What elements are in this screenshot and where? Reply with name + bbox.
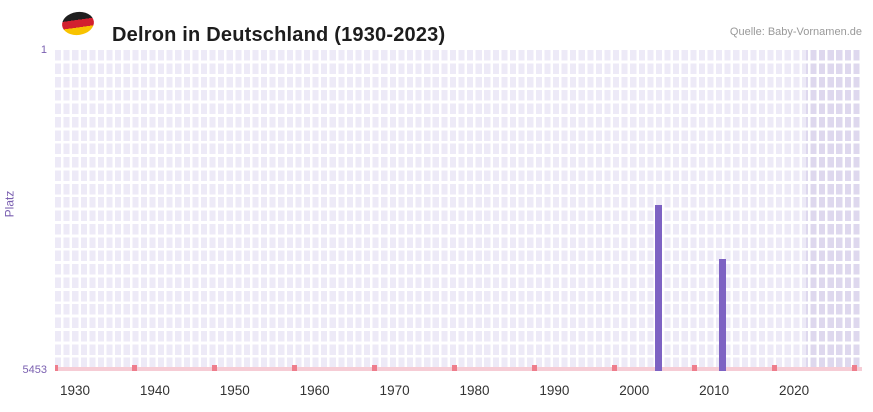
axis-decade-mark <box>691 365 697 371</box>
axis-decade-mark <box>611 365 617 371</box>
plot-area <box>55 50 862 371</box>
x-tick-label: 2010 <box>699 383 730 398</box>
page-title: Delron in Deutschland (1930-2023) <box>112 24 446 47</box>
axis-decade-mark <box>132 365 138 371</box>
german-flag-icon <box>60 9 96 38</box>
y-tick-bottom: 5453 <box>22 364 47 376</box>
x-tick-label: 2000 <box>619 383 650 398</box>
x-tick-label: 1990 <box>539 383 570 398</box>
x-tick-label: 2020 <box>779 383 810 398</box>
grid-lines <box>55 50 862 371</box>
x-tick-label: 1930 <box>59 383 90 398</box>
x-tick-label: 1940 <box>139 383 170 398</box>
x-axis-baseline <box>55 367 862 371</box>
y-tick-top: 1 <box>40 44 47 56</box>
x-tick-label: 1980 <box>459 383 490 398</box>
axis-decade-mark <box>372 365 378 371</box>
axis-decade-mark <box>771 365 777 371</box>
source-label: Quelle: Baby-Vornamen.de <box>729 26 862 38</box>
x-tick-label: 1960 <box>299 383 330 398</box>
y-axis-title: Platz <box>2 190 17 218</box>
axis-decade-mark <box>531 365 537 371</box>
rank-bar-2011[interactable] <box>718 258 726 371</box>
x-tick-label: 1950 <box>219 383 250 398</box>
axis-decade-mark <box>851 365 857 371</box>
axis-decade-mark <box>212 365 218 371</box>
axis-decade-mark <box>292 365 298 371</box>
x-tick-label: 1970 <box>379 383 410 398</box>
axis-decade-mark <box>55 365 58 371</box>
axis-decade-mark <box>452 365 457 371</box>
rank-bar-2003[interactable] <box>654 205 662 371</box>
